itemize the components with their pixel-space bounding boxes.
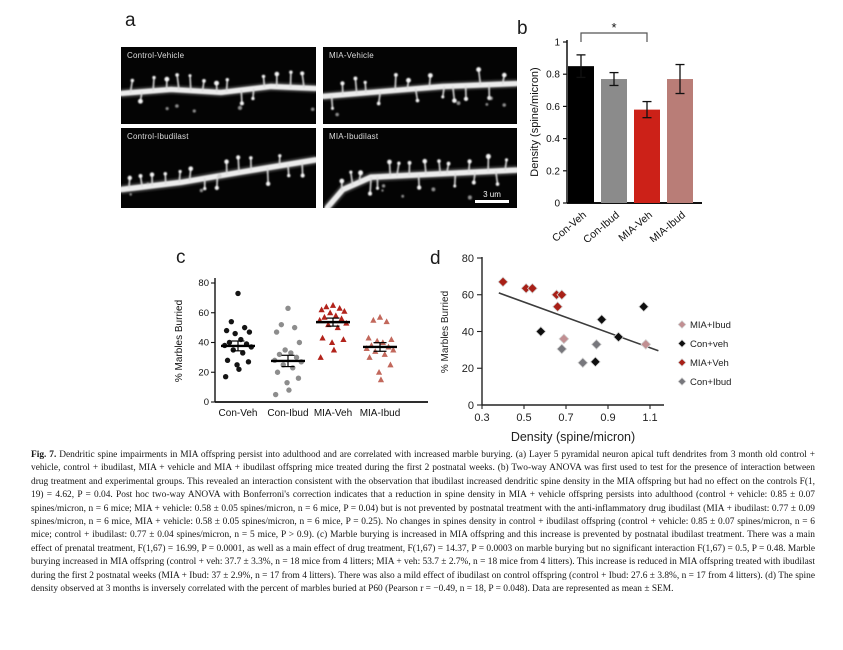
dendrite-art [121, 154, 316, 196]
significance-star: * [611, 22, 616, 35]
x-category-label: Con-Ibud [267, 408, 308, 419]
points-MIA-Veh [316, 302, 350, 360]
figure-caption: Fig. 7. Dendritic spine impairments in M… [31, 449, 815, 596]
panel-a-letter: a [125, 10, 136, 31]
axes: 0 20 40 60 80 [198, 278, 428, 408]
points-Con-Ibud [272, 305, 304, 398]
dendrite-art [121, 70, 316, 113]
panel-c-letter: c [176, 247, 186, 268]
svg-text:0.5: 0.5 [516, 412, 531, 424]
legend-label-Con+veh: Con+veh [690, 339, 728, 350]
marble-burying-dot-plot: 0 20 40 60 80 % Marbles Burried Con-Veh Con-Ibu… [174, 278, 428, 419]
legend-label-MIA+Ibud: MIA+Ibud [690, 320, 731, 331]
legend-label-MIA+Veh: MIA+Veh [690, 358, 729, 369]
micrograph-control-vehicle: Control-Vehicle [121, 47, 316, 124]
svg-text:60: 60 [462, 290, 474, 302]
density-vs-burying-scatter: 0.3 0.5 0.7 0.9 1.1 0 20 40 60 80 % Marbles Burrie… [440, 253, 731, 444]
x-category-label: Con-Ibud [581, 209, 622, 242]
svg-text:0.6: 0.6 [546, 102, 560, 113]
dendrite-image [323, 67, 517, 117]
bar-MIA-Veh [634, 109, 660, 203]
series-MIA+Veh [497, 276, 568, 313]
svg-text:20: 20 [198, 367, 209, 378]
points-Con-Veh [222, 290, 254, 380]
svg-text:0: 0 [554, 199, 560, 210]
bar-MIA-Ibud [667, 79, 693, 203]
mean-sem-Con-Ibud [271, 354, 305, 368]
svg-text:0.7: 0.7 [558, 412, 573, 424]
micrograph-title: Control-Vehicle [127, 51, 185, 60]
legend-marker-MIA+Veh [677, 358, 687, 367]
svg-text:0.9: 0.9 [600, 412, 615, 424]
series-Con+Ibud [556, 338, 602, 369]
micrograph-title: Control-Ibudilast [127, 132, 189, 141]
y-axis-label: Density (spine/micron) [529, 67, 541, 176]
svg-text:0.3: 0.3 [474, 412, 489, 424]
x-axis-label: Density (spine/micron) [511, 430, 635, 444]
mean-sem-Con-Veh [221, 340, 255, 352]
legend-marker-Con+veh [677, 339, 687, 348]
panel-b-letter: b [517, 18, 528, 39]
svg-text:0: 0 [204, 397, 209, 408]
significance-bracket: * [580, 22, 648, 42]
micrograph-title: MIA-Vehicle [329, 51, 374, 60]
svg-text:1.1: 1.1 [642, 412, 657, 424]
svg-text:0.8: 0.8 [546, 70, 560, 81]
y-axis-label: % Marbles Burried [440, 291, 451, 373]
svg-text:40: 40 [462, 326, 474, 338]
svg-text:0: 0 [468, 400, 474, 412]
mean-sem-MIA-Ibud [363, 342, 397, 352]
svg-text:60: 60 [198, 308, 209, 319]
error-bar [576, 54, 586, 79]
legend-marker-Con+Ibud [677, 377, 687, 386]
svg-text:0.2: 0.2 [546, 166, 560, 177]
legend-label-Con+Ibud: Con+Ibud [690, 377, 731, 388]
scale-bar: 3 um [475, 190, 509, 203]
svg-text:80: 80 [462, 253, 474, 265]
scale-bar-line [475, 200, 509, 203]
svg-text:80: 80 [198, 278, 209, 289]
axes: 0.3 0.5 0.7 0.9 1.1 0 20 40 60 80 [462, 253, 664, 424]
x-category-label: MIA-Ibud [648, 209, 688, 242]
dendrite-art [323, 67, 517, 117]
series-MIA+Ibud [558, 333, 652, 350]
dendrite-image [323, 153, 517, 208]
error-bar [642, 100, 652, 119]
micrograph-mia-vehicle: MIA-Vehicle [323, 47, 517, 124]
error-bar [675, 63, 685, 95]
svg-text:40: 40 [198, 338, 209, 349]
series-Con+veh [535, 301, 650, 368]
trend-line [498, 292, 659, 352]
micrograph-grid: Control-Vehicle MIA-Vehicle Control-Ibud… [121, 47, 517, 208]
scale-bar-label: 3 um [483, 190, 501, 199]
caption-fig-label: Fig. 7. [31, 450, 57, 460]
dendrite-image [121, 154, 316, 196]
error-bar [609, 71, 619, 87]
micrograph-mia-ibudilast: MIA-Ibudilast 3 um [323, 128, 517, 208]
caption-text: Dendritic spine impairments in MIA offsp… [31, 450, 815, 595]
bar-Con-Ibud [601, 79, 627, 203]
svg-text:0.4: 0.4 [546, 134, 560, 145]
panel-d-letter: d [430, 248, 441, 269]
micrograph-title: MIA-Ibudilast [329, 132, 379, 141]
svg-text:1: 1 [554, 38, 560, 49]
micrograph-control-ibudilast: Control-Ibudilast [121, 128, 316, 208]
x-category-label: Con-Veh [219, 408, 258, 419]
legend-marker-MIA+Ibud [677, 320, 687, 329]
dendrite-art [323, 153, 517, 208]
dendrite-image [121, 70, 316, 113]
legend: MIA+Ibud Con+veh MIA+Veh Con+Ibud [677, 320, 731, 388]
bar-Con-Veh [568, 66, 594, 204]
x-category-label: MIA-Veh [314, 408, 352, 419]
svg-text:20: 20 [462, 363, 474, 375]
y-axis-label: % Marbles Burried [174, 300, 185, 382]
x-category-label: MIA-Ibud [360, 408, 401, 419]
mean-sem-MIA-Veh [316, 317, 350, 327]
spine-density-bar-chart: 0 0.2 0.4 0.6 0.8 1 Density (spine/micron) Con-… [529, 22, 702, 242]
